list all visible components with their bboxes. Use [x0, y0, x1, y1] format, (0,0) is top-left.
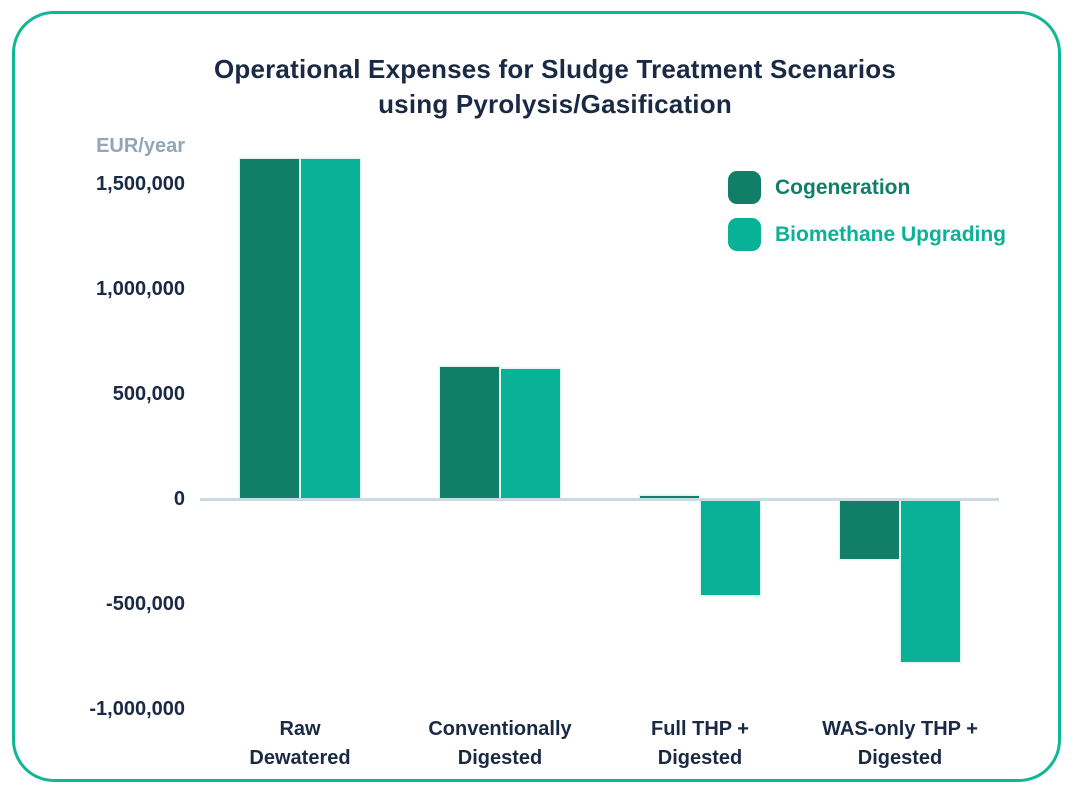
- x-axis-category-label-line: Dewatered: [249, 747, 351, 769]
- x-axis-category-label-line: Digested: [857, 747, 943, 769]
- bar-biomethane-upgrading-raw-dewatered: [301, 158, 360, 499]
- bar-biomethane-upgrading-full-thp-digested: [701, 500, 760, 595]
- x-axis-category-label-line: WAS-only THP +: [822, 718, 978, 740]
- y-axis-tick-label: 1,000,000: [96, 278, 185, 300]
- y-axis-tick-label: -1,000,000: [89, 698, 185, 720]
- bar-cogeneration-full-thp-digested: [640, 495, 699, 499]
- bar-cogeneration-was-only-thp-digested: [840, 500, 899, 559]
- bar-cogeneration-conventionally-digested: [440, 366, 499, 499]
- x-axis-category-label-line: Conventionally: [428, 718, 572, 740]
- chart-card: Operational Expenses for Sludge Treatmen…: [12, 11, 1061, 782]
- x-axis-category-label-line: Digested: [657, 747, 743, 769]
- legend-label-cogeneration: Cogeneration: [775, 175, 911, 199]
- chart-title-line-1: Operational Expenses for Sludge Treatmen…: [213, 54, 897, 84]
- y-axis-tick-label: 500,000: [112, 383, 185, 405]
- x-axis-category-label-conventionally-digested: Conventionally Digested: [380, 715, 620, 773]
- y-axis-tick-label: 1,500,000: [96, 173, 185, 195]
- legend-item-biomethane-upgrading: Biomethane Upgrading: [728, 218, 1058, 251]
- bar-cogeneration-raw-dewatered: [240, 158, 299, 499]
- x-axis-category-label-full-thp-digested: Full THP + Digested: [580, 715, 820, 773]
- x-axis-category-label-raw-dewatered: Raw Dewatered: [180, 715, 420, 773]
- legend-item-cogeneration: Cogeneration: [728, 171, 1058, 204]
- x-axis-category-label-was-only-thp-digested: WAS-only THP + Digested: [780, 715, 1020, 773]
- legend-swatch-cogeneration: [728, 171, 761, 204]
- zero-baseline: [200, 498, 999, 501]
- bar-biomethane-upgrading-conventionally-digested: [501, 368, 560, 499]
- legend: Cogeneration Biomethane Upgrading: [728, 171, 1058, 265]
- bar-biomethane-upgrading-was-only-thp-digested: [901, 500, 960, 662]
- legend-label-biomethane-upgrading: Biomethane Upgrading: [775, 222, 1007, 246]
- y-axis-tick-label: -500,000: [106, 593, 185, 615]
- y-axis-tick-label: 0: [173, 488, 185, 510]
- legend-swatch-biomethane-upgrading: [728, 218, 761, 251]
- x-axis-category-label-line: Full THP +: [651, 718, 749, 740]
- x-axis-category-label-line: Digested: [457, 747, 543, 769]
- x-axis-category-label-line: Raw: [279, 718, 321, 740]
- y-axis-unit-label: EUR/year: [96, 135, 185, 157]
- chart-title-line-2: using Pyrolysis/Gasification: [378, 89, 732, 119]
- chart-title: Operational Expenses for Sludge Treatmen…: [15, 52, 1080, 122]
